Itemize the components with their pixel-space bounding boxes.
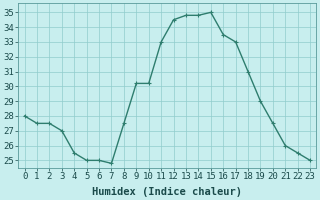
X-axis label: Humidex (Indice chaleur): Humidex (Indice chaleur) (92, 186, 242, 197)
